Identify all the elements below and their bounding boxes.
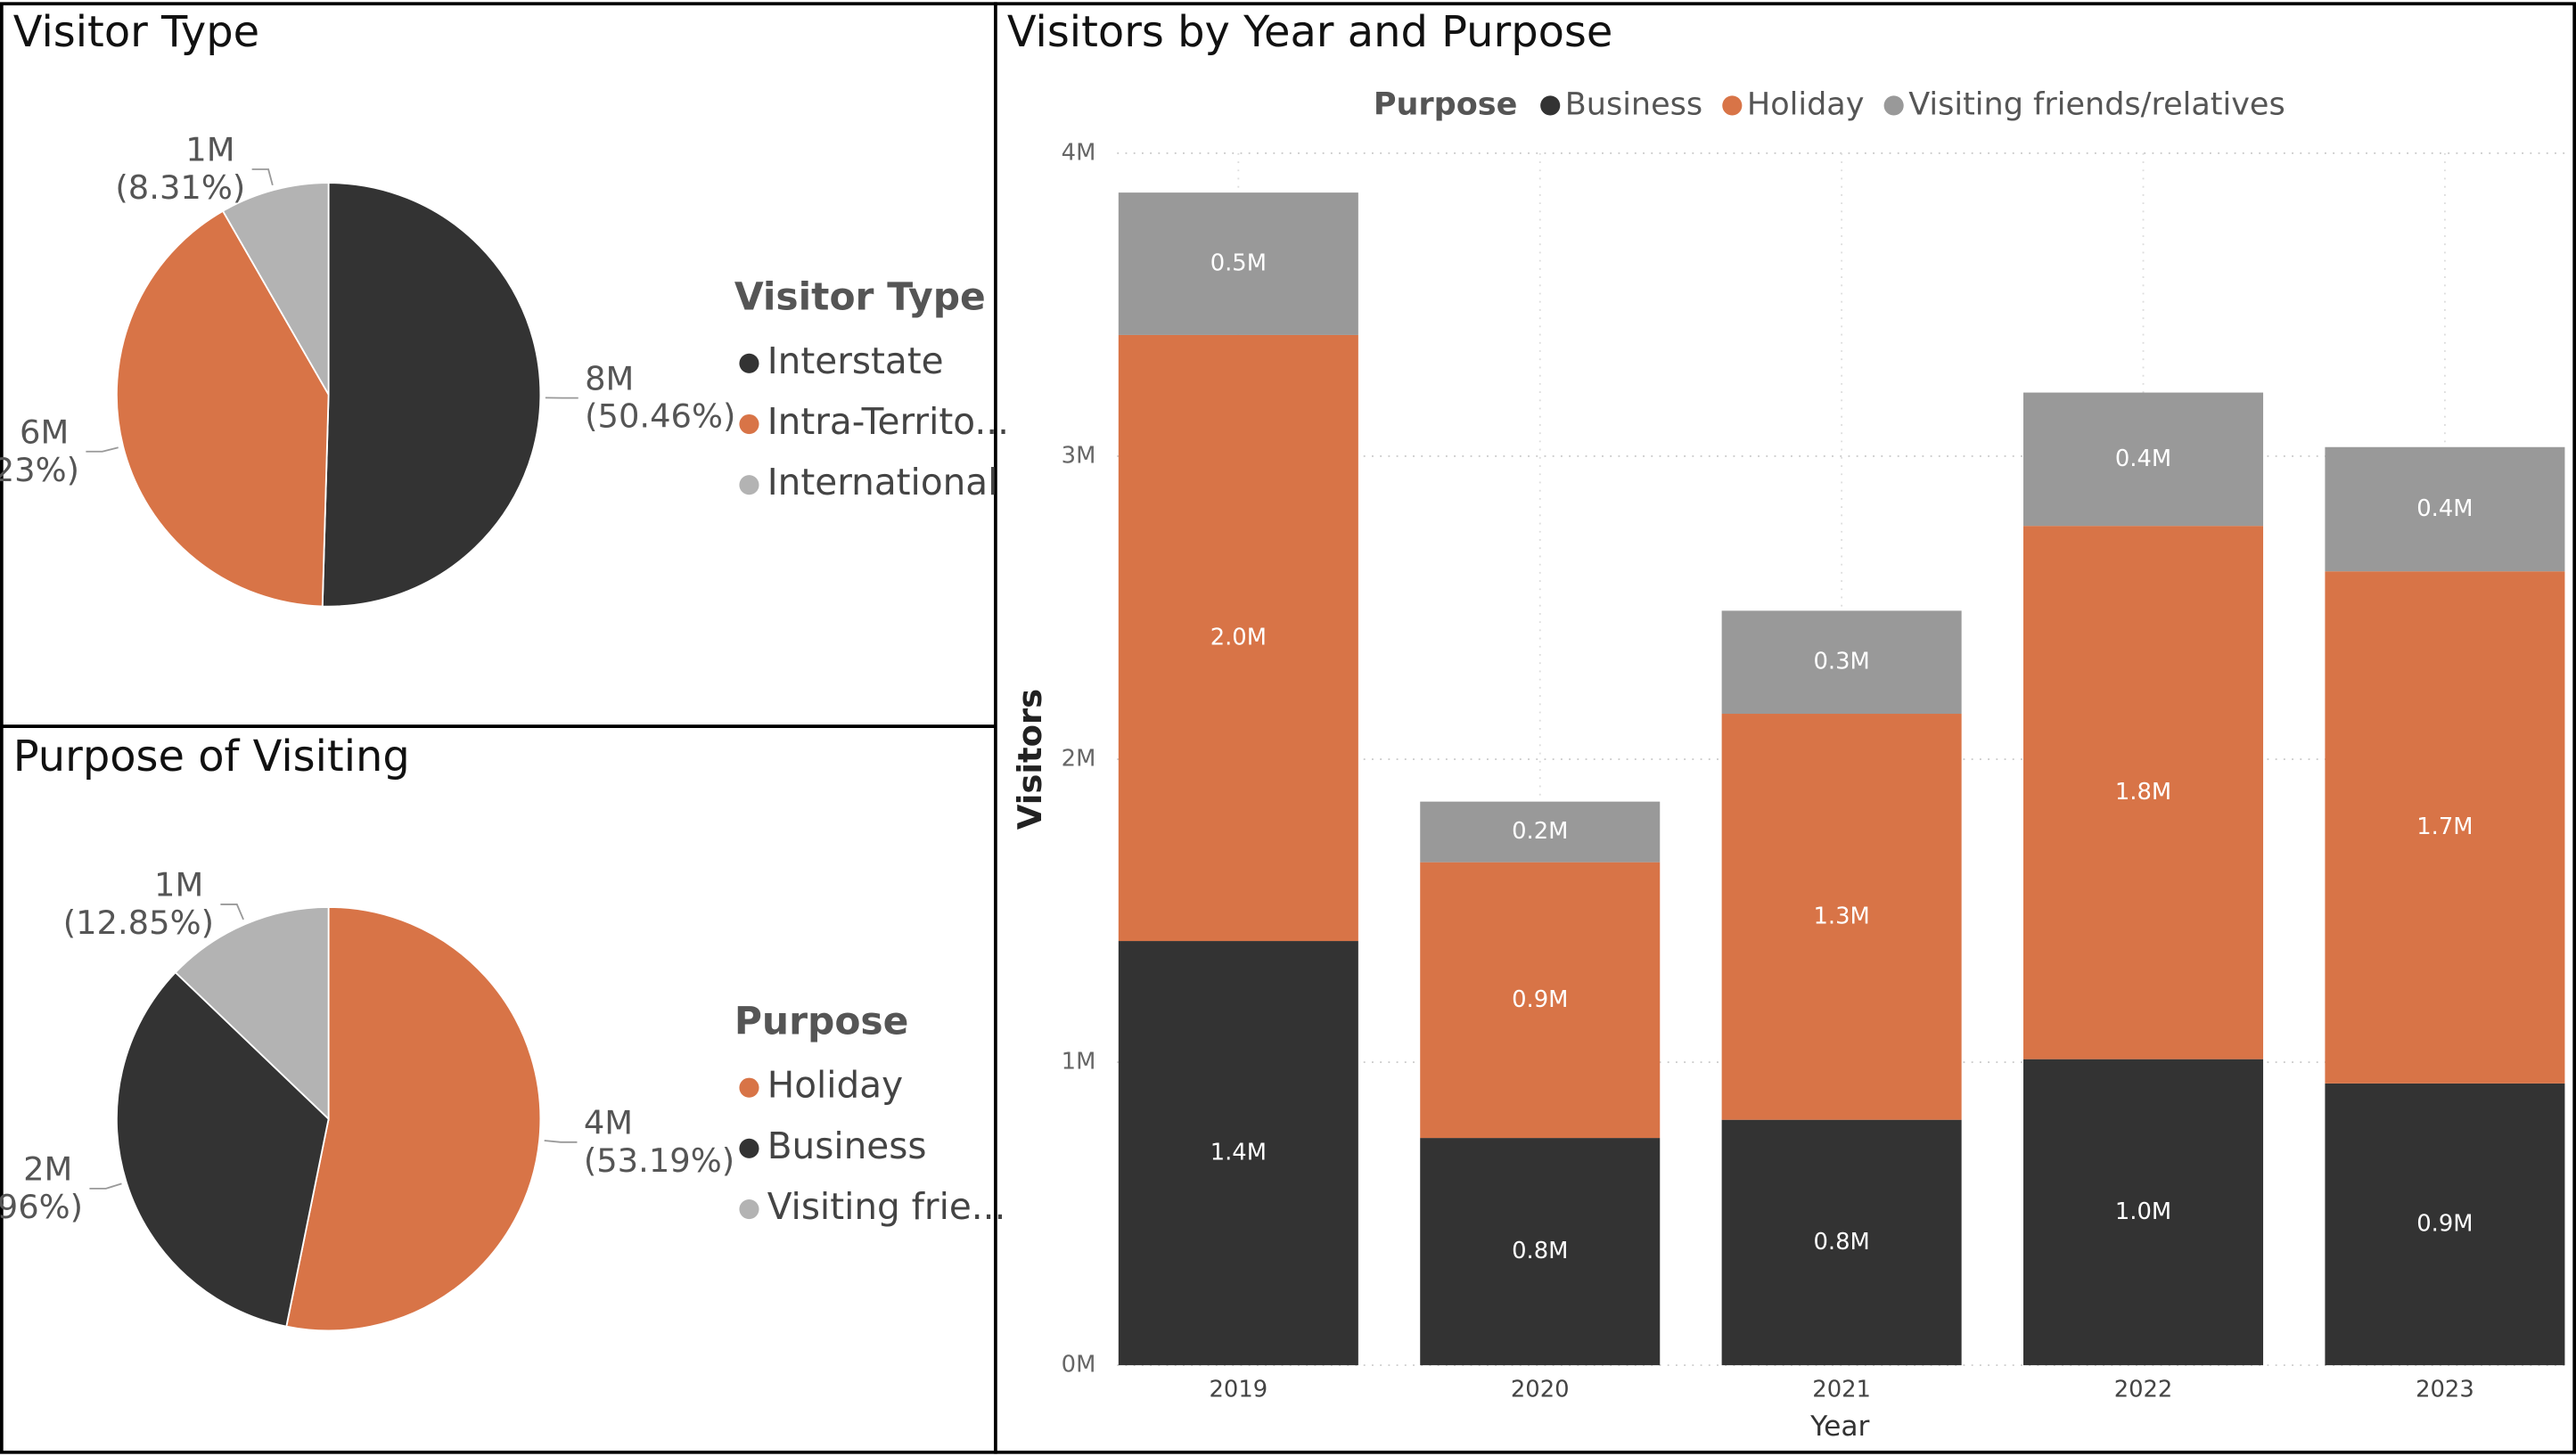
leader-line [220, 904, 244, 920]
pie-slice [285, 905, 542, 1332]
x-axis-title: Year [1809, 1411, 1869, 1443]
legend-label: Visiting frie... [767, 1185, 1006, 1228]
legend-label: Intra-Territo... [767, 400, 1009, 443]
data-label: 8M (50.46%) [585, 359, 735, 435]
pie-slice [321, 182, 542, 608]
y-tick-label: 0M [1062, 1352, 1096, 1378]
data-label: 1M (12.85%) [63, 865, 214, 941]
legend-label: Business [1565, 86, 1702, 122]
data-label: 1M (8.31%) [115, 130, 245, 206]
bar-segment [1420, 1138, 1661, 1366]
x-tick-label: 2021 [1812, 1376, 1871, 1403]
legend-label: International [767, 461, 998, 503]
legend-label: Holiday [767, 1064, 903, 1107]
legend-marker [739, 1138, 759, 1158]
chart-title: Purpose of Visiting [13, 732, 410, 781]
data-label: 0.9M [1512, 986, 1568, 1013]
data-label: 0.3M [1813, 649, 1869, 675]
data-label: 1.7M [2416, 814, 2473, 840]
chart-title: Visitors by Year and Purpose [1007, 8, 1613, 57]
x-tick-label: 2023 [2416, 1376, 2474, 1403]
bar-segment [1420, 801, 1661, 863]
legend-title: Visitor Type [734, 274, 986, 318]
bar-segment [1118, 192, 1358, 335]
legend-label: Visiting friends/relatives [1908, 86, 2285, 122]
data-label: 0.2M [1512, 818, 1568, 845]
legend-label: Holiday [1747, 86, 1865, 122]
data-label: 2M (33.96%) [0, 1149, 83, 1225]
legend-marker [739, 1077, 759, 1098]
legend-marker [1883, 95, 1904, 116]
bar-segment [2325, 446, 2565, 572]
legend-title: Purpose [734, 999, 909, 1043]
data-label: 1.4M [1210, 1140, 1267, 1166]
y-tick-label: 3M [1062, 442, 1096, 469]
bar-segment [1721, 714, 1962, 1120]
bar-segment [1721, 610, 1962, 715]
data-label: 0.4M [2416, 495, 2473, 522]
bar-segment [2325, 1083, 2565, 1366]
data-label: 0.9M [2416, 1211, 2473, 1238]
data-label: 2.0M [1210, 624, 1267, 650]
legend-marker [739, 353, 759, 373]
bar-segment [2023, 526, 2264, 1059]
data-label: 0.8M [1512, 1238, 1568, 1264]
leader-line [544, 1140, 578, 1143]
pie-slice [221, 182, 330, 398]
legend-marker [739, 413, 759, 435]
leader-line [89, 1182, 122, 1190]
legend-title: Purpose [1374, 86, 1518, 122]
data-label: 0.8M [1813, 1229, 1869, 1256]
data-label: 1.8M [2115, 779, 2171, 806]
leader-line [251, 168, 274, 186]
data-label: 0.4M [2115, 446, 2171, 472]
bar-segment [1420, 862, 1661, 1139]
x-tick-label: 2020 [1511, 1376, 1570, 1403]
legend-marker [1540, 95, 1561, 116]
y-tick-label: 4M [1062, 139, 1096, 166]
y-axis-title: Visitors [1011, 689, 1049, 830]
leader-line [86, 446, 119, 453]
bar-segment [1118, 334, 1358, 942]
bar-segment [2325, 571, 2565, 1084]
legend-marker [1722, 95, 1743, 116]
y-tick-label: 1M [1062, 1049, 1096, 1076]
x-tick-label: 2022 [2114, 1376, 2173, 1403]
bar-segment [1118, 941, 1358, 1366]
bar-segment [1721, 1119, 1962, 1366]
pie-slice [115, 970, 330, 1328]
data-label: 1.0M [2115, 1198, 2171, 1225]
y-tick-label: 2M [1062, 746, 1096, 773]
pie-slice [116, 209, 330, 608]
legend-label: Business [767, 1125, 927, 1167]
data-label: 0.5M [1210, 250, 1267, 277]
data-label: 6M (41.23%) [0, 413, 79, 488]
legend-label: Interstate [767, 339, 944, 382]
bar-segment [2023, 392, 2264, 527]
data-label: 1.3M [1813, 903, 1869, 929]
pie-slice [174, 905, 330, 1121]
chart-title: Visitor Type [13, 8, 259, 57]
data-label: 4M (53.19%) [584, 1103, 734, 1179]
x-tick-label: 2019 [1210, 1376, 1268, 1403]
bar-segment [2023, 1059, 2264, 1366]
legend-marker [739, 475, 759, 495]
legend-marker [739, 1198, 759, 1220]
